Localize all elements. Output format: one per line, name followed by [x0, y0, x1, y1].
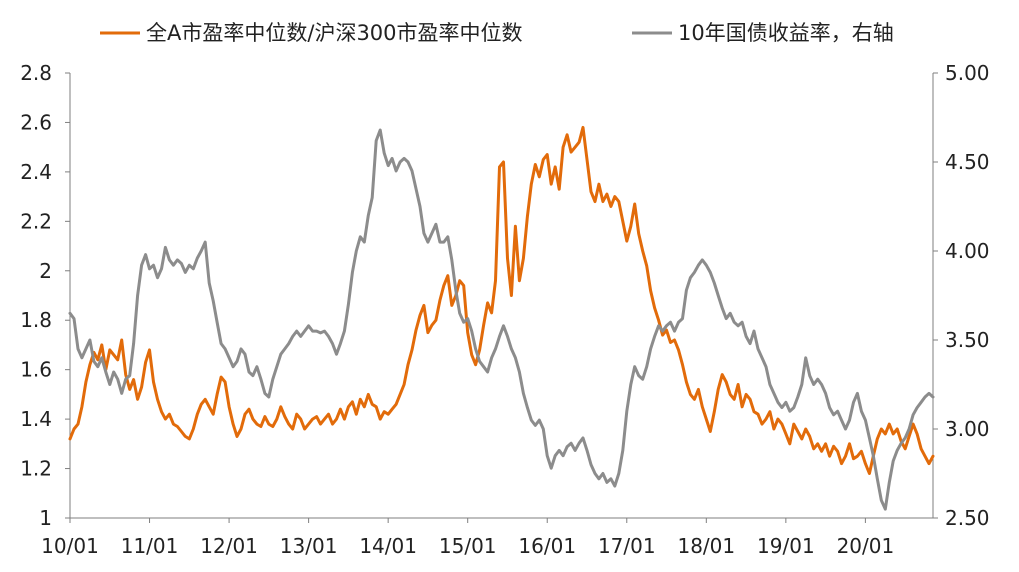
y-left-tick-label: 2.4	[20, 160, 52, 184]
y-right-tick-label: 3.50	[945, 328, 990, 352]
y-left-tick-label: 1	[39, 506, 52, 530]
y-right-tick-label: 5.00	[945, 61, 990, 85]
y-left-tick-label: 2.6	[20, 110, 52, 134]
x-tick-label: 10/01	[41, 534, 99, 558]
x-tick-label: 18/01	[677, 534, 735, 558]
x-tick-label: 17/01	[598, 534, 656, 558]
series-layer	[68, 125, 935, 511]
series-line-1	[68, 125, 935, 475]
y-left-tick-label: 2.8	[20, 61, 52, 85]
y-left-tick-label: 2	[39, 259, 52, 283]
legend-label-1: 全A市盈率中位数/沪深300市盈率中位数	[146, 21, 523, 45]
legend-label-2: 10年国债收益率，右轴	[678, 21, 894, 45]
y-left-tick-label: 1.6	[20, 358, 52, 382]
x-tick-label: 20/01	[837, 534, 895, 558]
series-line-2	[68, 128, 935, 511]
x-tick-label: 11/01	[121, 534, 179, 558]
x-tick-label: 14/01	[359, 534, 417, 558]
y-right-tick-label: 4.00	[945, 239, 990, 263]
y-left-tick-label: 1.8	[20, 308, 52, 332]
y-right-tick-label: 2.50	[945, 506, 990, 530]
y-left-tick-label: 1.2	[20, 457, 52, 481]
x-tick-label: 12/01	[200, 534, 258, 558]
legend: 全A市盈率中位数/沪深300市盈率中位数 10年国债收益率，右轴	[100, 21, 894, 45]
y-right-tick-label: 3.00	[945, 417, 990, 441]
x-tick-label: 15/01	[439, 534, 497, 558]
x-tick-label: 19/01	[757, 534, 815, 558]
axes: 1 1.2 1.4 1.6 1.8 2 2.2 2.4 2.6 2.8 2.50 3.00 3.50 4.…	[20, 61, 989, 558]
y-left-tick-label: 1.4	[20, 407, 52, 431]
y-right-tick-label: 4.50	[945, 150, 990, 174]
y-left-tick-label: 2.2	[20, 209, 52, 233]
x-tick-label: 16/01	[518, 534, 576, 558]
x-tick-label: 13/01	[280, 534, 338, 558]
